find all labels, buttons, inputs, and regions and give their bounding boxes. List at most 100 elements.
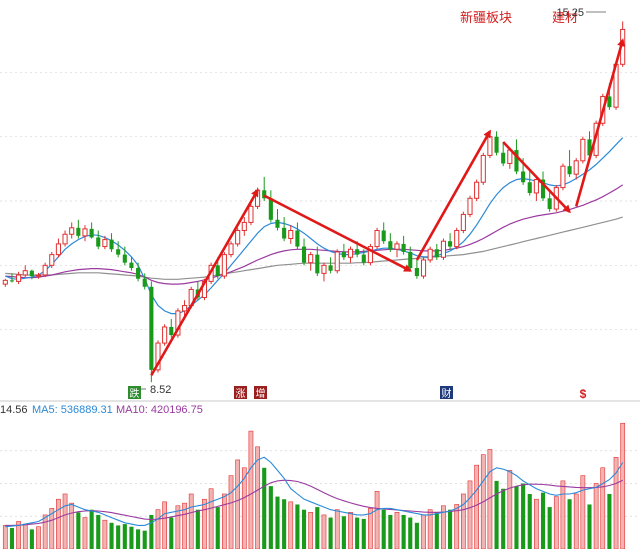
volume-bar-down	[129, 526, 134, 549]
volume-bar-up	[162, 501, 167, 550]
candle-body-up	[533, 179, 539, 194]
candle-body-down	[282, 227, 287, 239]
candle-body-down	[567, 166, 572, 175]
candle-body-down	[401, 243, 406, 252]
candle-body-up	[162, 326, 168, 344]
candle-body-down	[142, 278, 147, 287]
volume-bar-down	[142, 530, 147, 549]
candle-body-up	[235, 229, 241, 245]
volume-bar-up	[175, 505, 181, 550]
volume-bar-up	[288, 501, 294, 550]
candle-body-down	[215, 265, 220, 277]
volume-bar-down	[501, 488, 506, 549]
candle-body-up	[454, 229, 460, 248]
marker-rise-badge[interactable]	[234, 386, 247, 399]
volume-bar-down	[169, 517, 174, 549]
volume-value: 14.56	[0, 404, 28, 416]
volume-bar-down	[149, 514, 154, 549]
volume-bar-up	[248, 430, 254, 550]
candle-body-up	[155, 342, 161, 371]
volume-bar-up	[235, 459, 241, 550]
candle-body-up	[228, 243, 234, 256]
ma-mid-line	[5, 184, 624, 285]
volume-bar-down	[215, 507, 220, 549]
volume-bar-up	[82, 517, 88, 550]
volume-bar-down	[361, 518, 366, 549]
volume-bar-up	[580, 475, 586, 550]
candle-body-down	[9, 280, 15, 282]
volume-bar-down	[408, 517, 413, 549]
volume-bar-down	[401, 514, 406, 549]
volume-bar-down	[109, 522, 114, 549]
candle-body-down	[275, 219, 280, 228]
volume-bar-up	[374, 491, 380, 550]
volume-bar-up	[534, 498, 539, 550]
candle-body-up	[580, 138, 586, 162]
volume-bar-up	[474, 464, 479, 550]
trend-arrows	[150, 38, 625, 376]
volume-bar-up	[600, 467, 606, 550]
candle-body-up	[102, 239, 108, 248]
marker-finance-badge[interactable]	[440, 386, 453, 399]
candle-body-down	[540, 179, 546, 199]
volume-bar-down	[521, 483, 526, 549]
candle-body-down	[341, 251, 346, 258]
volume-bar-down	[388, 514, 393, 549]
volume-bar-up	[202, 498, 207, 550]
candlestick-series	[2, 21, 626, 383]
candle-body-down	[328, 265, 333, 271]
volume-bar-up	[228, 475, 234, 550]
volume-bar-down	[315, 507, 320, 549]
volume-ma5-label: MA5: 536889.31	[32, 404, 113, 416]
candle-body-up	[308, 254, 314, 264]
marker-dividend-label[interactable]: $	[580, 387, 587, 401]
volume-bar-down	[514, 486, 519, 549]
candle-body-down	[514, 150, 519, 172]
volume-bar-down	[540, 492, 546, 549]
candle-body-up	[221, 254, 227, 277]
candle-body-down	[301, 246, 307, 263]
marker-increase-badge[interactable]	[254, 386, 267, 399]
volume-bar-up	[321, 514, 327, 550]
volume-bar-up	[368, 508, 373, 550]
volume-bar-up	[56, 498, 61, 550]
volume-bar-down	[301, 509, 307, 549]
candle-body-up	[347, 248, 354, 258]
candle-body-down	[89, 228, 94, 238]
moving-average-lines	[5, 137, 624, 315]
candle-body-up	[367, 246, 373, 264]
volume-bar-up	[593, 483, 599, 550]
candle-body-down	[388, 241, 393, 250]
candle-body-up	[440, 240, 447, 258]
marker-finance-label: 财	[442, 387, 452, 400]
volume-bar-down	[195, 509, 200, 549]
volume-bar-down	[96, 514, 101, 549]
price-grid	[0, 71, 640, 331]
candle-body-up	[55, 243, 61, 256]
volume-bar-up	[102, 519, 108, 550]
volume-bar-up	[427, 509, 433, 550]
candle-body-up	[321, 264, 327, 274]
candle-body-down	[315, 254, 320, 274]
candle-body-up	[35, 274, 42, 277]
candle-body-down	[109, 239, 114, 250]
candle-body-down	[408, 251, 413, 269]
volume-bar-up	[421, 514, 426, 550]
candle-body-down	[361, 254, 366, 263]
candle-body-down	[169, 326, 174, 336]
volume-bar-up	[22, 523, 28, 550]
candle-body-down	[494, 136, 499, 153]
volume-bar-up	[42, 514, 48, 550]
candle-body-up	[487, 136, 493, 156]
marker-down-badge[interactable]	[128, 386, 141, 399]
candle-body-up	[82, 228, 88, 237]
volume-bar-down	[355, 517, 360, 549]
candle-body-down	[122, 254, 127, 263]
volume-bar-up	[573, 493, 579, 550]
candle-body-down	[116, 249, 121, 255]
volume-ma10-line	[5, 479, 623, 526]
volume-bar-up	[348, 512, 353, 550]
volume-bar-up	[222, 493, 227, 550]
candle-body-up	[573, 160, 579, 175]
